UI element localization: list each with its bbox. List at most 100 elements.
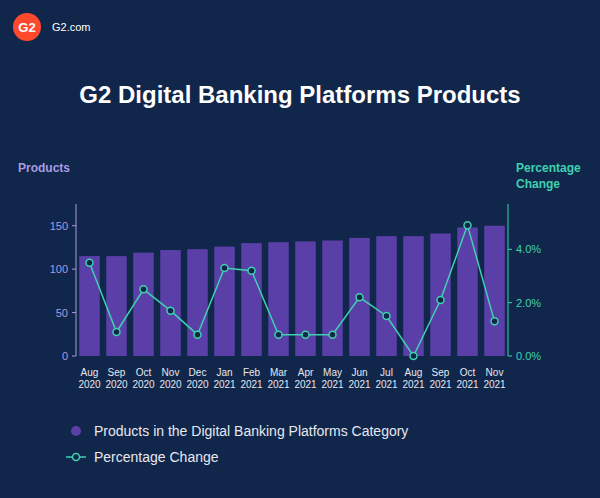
x-tick-label-line: Aug [81,367,99,378]
bar [214,247,235,356]
x-tick-label-line: Oct [460,367,476,378]
site: G2.com [52,21,91,33]
x-tick-label-line: May [323,367,342,378]
x-tick-label: Feb2021 [240,367,263,390]
x-tick-label: Nov2021 [483,367,506,390]
bar [403,236,424,356]
y2-tick [508,356,512,357]
x-tick-label-line: 2021 [429,379,452,390]
y-tick-label: 50 [56,307,68,319]
x-tick-label-line: 2021 [456,379,479,390]
x-tick-label-line: 2021 [213,379,236,390]
x-tick-label-line: Mar [270,367,288,378]
x-tick-label: Oct2021 [456,367,479,390]
bar [79,256,100,356]
marker [383,313,390,320]
y-tick-label: 0 [62,350,68,362]
bar [295,241,316,356]
bar [349,238,370,356]
x-tick-label-line: Nov [162,367,180,378]
marker [275,331,282,338]
marker [410,353,417,360]
x-tick-label-line: Oct [136,367,152,378]
x-tick-label-line: 2021 [375,379,398,390]
x-tick-label: Nov2020 [159,367,182,390]
x-tick-label-line: Sep [108,367,126,378]
marker [140,286,147,293]
x-tick-label-line: 2020 [78,379,101,390]
background [0,0,600,498]
marker [248,267,255,274]
x-tick-label: Oct2020 [132,367,155,390]
x-tick-label-line: Feb [243,367,261,378]
x-tick-label-line: 2020 [105,379,128,390]
bar [322,240,343,356]
y2-axis [508,204,509,356]
y2-axis-title-line: Change [516,177,560,191]
y2-tick-label: 0.0% [516,350,541,362]
x-tick-label-line: Nov [486,367,504,378]
bar [187,249,208,356]
bar [268,242,289,356]
bar [133,253,154,356]
bar [160,250,181,356]
legend-label: Products in the Digital Banking Platform… [94,423,408,439]
x-tick-label-line: Dec [189,367,207,378]
legend-label: Percentage Change [94,449,219,465]
x-tick-label-line: Jun [351,367,367,378]
marker [491,318,498,325]
y2-tick-label: 2.0% [516,297,541,309]
bar [430,234,451,356]
x-tick-label-line: 2021 [240,379,263,390]
x-tick-label-line: 2020 [186,379,209,390]
x-tick-label: Mar2021 [267,367,290,390]
marker [86,259,93,266]
legend-swatch-marker [73,454,80,461]
y-tick [72,225,76,226]
x-tick-label: Apr2021 [294,367,317,390]
logo [13,13,41,41]
marker [437,297,444,304]
x-tick-label-line: 2021 [348,379,371,390]
y2-axis-title: Percentage Change [516,161,581,191]
marker [329,331,336,338]
y-tick [72,312,76,313]
marker [113,329,120,336]
x-tick-label-line: Apr [298,367,314,378]
y-tick [72,356,76,357]
x-tick-label: Jun2021 [348,367,371,390]
bar [376,236,397,356]
line [90,225,495,356]
x-tick-label-line: 2021 [483,379,506,390]
marker [356,294,363,301]
x-tick-label-line: Sep [432,367,450,378]
x-tick-label: Sep2020 [105,367,128,390]
x-tick-label: Jul2021 [375,367,398,390]
marker [167,307,174,314]
x-tick-label: Aug2020 [78,367,101,390]
x-tick-label-line: 2020 [132,379,155,390]
chart: G2 G2.com G2 Digital Banking Platforms Pro… [0,0,600,498]
x-tick-label-line: 2020 [159,379,182,390]
y-tick-label: 100 [50,263,68,275]
bar [241,243,262,356]
x-tick-label-line: 2021 [321,379,344,390]
y-axis [76,204,77,356]
marks [79,222,505,360]
title: G2 Digital Banking Platforms Products [79,81,520,108]
y-axis-title: Products [18,161,70,175]
marker [194,331,201,338]
x-tick-label: May2021 [321,367,344,390]
x-tick-label: Aug2021 [402,367,425,390]
marker [464,222,471,229]
logo-text: G2 [18,20,35,35]
y-tick-label: 150 [50,220,68,232]
y2-tick [508,302,512,303]
marker [221,265,228,272]
x-tick-label-line: Aug [405,367,423,378]
bar [106,256,127,356]
legend-swatch [71,426,81,436]
x-tick-label-line: 2021 [402,379,425,390]
y2-axis-title-line: Percentage [516,161,581,175]
y2-tick-label: 4.0% [516,243,541,255]
